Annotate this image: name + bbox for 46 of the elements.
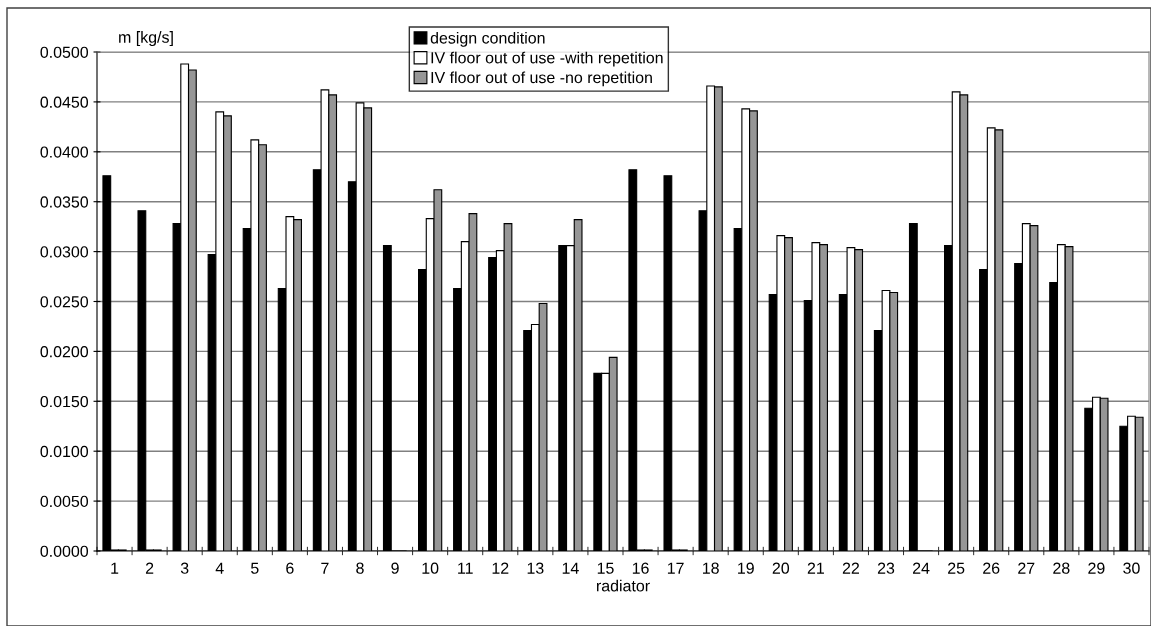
x-axis-title: radiator <box>596 579 650 592</box>
y-tick-label: 0.0100 <box>40 445 89 458</box>
legend-label: design condition <box>430 31 545 47</box>
x-tick-label: 15 <box>597 562 614 574</box>
x-tick-label: 24 <box>912 562 930 574</box>
x-tick-label: 4 <box>215 562 224 574</box>
x-tick-label: 9 <box>391 562 399 574</box>
x-tick-label: 22 <box>842 562 860 574</box>
x-tick-label: 19 <box>738 562 754 574</box>
y-tick-label: 0.0050 <box>40 495 89 508</box>
x-tick-label: 1 <box>111 562 119 574</box>
y-tick-label: 0.0300 <box>40 246 89 258</box>
x-tick-label: 3 <box>180 562 189 574</box>
x-tick-label: 7 <box>321 562 329 574</box>
x-tick-label: 2 <box>145 562 154 574</box>
y-tick-label: 0.0350 <box>40 196 89 208</box>
x-tick-label: 17 <box>667 562 684 574</box>
x-tick-label: 12 <box>492 562 509 574</box>
x-tick-label: 16 <box>632 562 649 574</box>
y-tick-label: 0.0400 <box>40 146 89 158</box>
x-tick-label: 11 <box>458 562 473 574</box>
x-tick-label: 25 <box>948 562 965 574</box>
y-tick-label: 0.0200 <box>40 346 89 358</box>
x-tick-label: 18 <box>703 562 719 574</box>
x-tick-label: 13 <box>527 562 544 574</box>
legend-label: IV floor out of use -no repetition <box>431 71 652 87</box>
x-tick-label: 28 <box>1053 562 1070 574</box>
y-tick-label: 0.0000 <box>40 545 89 557</box>
y-tick-label: 0.0150 <box>40 395 89 408</box>
x-tick-label: 5 <box>251 562 259 574</box>
legend-label: IV floor out of use -with repetition <box>431 51 663 67</box>
y-axis-title: m [kg/s] <box>119 31 173 47</box>
x-tick-label: 21 <box>807 562 824 574</box>
x-tick-label: 20 <box>772 562 790 574</box>
x-tick-label: 14 <box>562 562 579 574</box>
x-tick-label: 6 <box>286 562 294 574</box>
y-tick-label: 0.0250 <box>40 296 89 308</box>
y-tick-label: 0.0500 <box>40 46 89 58</box>
x-tick-label: 30 <box>1123 562 1140 574</box>
x-tick-label: 26 <box>983 562 1000 574</box>
x-tick-label: 23 <box>877 562 895 574</box>
x-tick-label: 29 <box>1088 562 1105 574</box>
y-tick-label: 0.0450 <box>40 96 89 108</box>
x-tick-label: 10 <box>422 562 439 574</box>
x-tick-label: 27 <box>1018 562 1035 574</box>
x-tick-label: 8 <box>356 562 364 574</box>
